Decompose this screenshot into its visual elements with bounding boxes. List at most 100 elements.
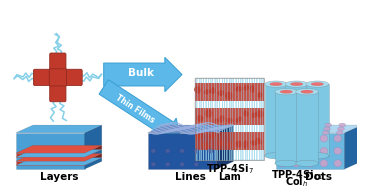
Ellipse shape xyxy=(278,147,286,155)
Polygon shape xyxy=(345,125,362,169)
Ellipse shape xyxy=(310,127,316,131)
Polygon shape xyxy=(16,161,85,165)
Ellipse shape xyxy=(296,127,302,131)
Ellipse shape xyxy=(208,149,213,153)
Polygon shape xyxy=(85,149,102,161)
Text: Dots: Dots xyxy=(305,172,332,182)
Ellipse shape xyxy=(308,131,315,135)
Ellipse shape xyxy=(285,153,308,159)
Text: Lines: Lines xyxy=(175,172,206,182)
Ellipse shape xyxy=(243,140,248,149)
Polygon shape xyxy=(85,153,102,165)
Ellipse shape xyxy=(255,138,262,144)
Bar xyxy=(306,84,329,156)
Ellipse shape xyxy=(265,153,288,159)
Ellipse shape xyxy=(226,118,234,123)
Ellipse shape xyxy=(296,160,318,167)
Ellipse shape xyxy=(306,81,329,87)
Text: Bulk: Bulk xyxy=(128,68,154,78)
Polygon shape xyxy=(16,133,85,153)
Ellipse shape xyxy=(334,147,342,155)
Bar xyxy=(285,84,308,156)
Polygon shape xyxy=(216,125,234,169)
Ellipse shape xyxy=(334,160,342,167)
Ellipse shape xyxy=(202,142,209,149)
FancyBboxPatch shape xyxy=(49,69,66,86)
Ellipse shape xyxy=(218,90,225,96)
Ellipse shape xyxy=(227,142,233,148)
Ellipse shape xyxy=(194,162,199,167)
Ellipse shape xyxy=(338,127,344,131)
Text: TPP-4Si$_{11}$: TPP-4Si$_{11}$ xyxy=(270,168,323,182)
Ellipse shape xyxy=(235,117,242,123)
Ellipse shape xyxy=(311,123,318,127)
Ellipse shape xyxy=(196,115,203,122)
Ellipse shape xyxy=(294,131,301,135)
Ellipse shape xyxy=(306,147,314,155)
Ellipse shape xyxy=(292,160,300,167)
Polygon shape xyxy=(16,153,85,157)
Ellipse shape xyxy=(320,160,328,167)
Bar xyxy=(195,132,264,150)
Polygon shape xyxy=(16,125,102,133)
Ellipse shape xyxy=(339,123,346,127)
Ellipse shape xyxy=(296,89,318,95)
Ellipse shape xyxy=(325,123,331,127)
Polygon shape xyxy=(85,125,102,153)
Ellipse shape xyxy=(297,123,304,127)
Ellipse shape xyxy=(204,109,213,118)
FancyBboxPatch shape xyxy=(34,69,82,85)
Ellipse shape xyxy=(291,82,303,86)
Ellipse shape xyxy=(151,162,156,167)
Polygon shape xyxy=(147,133,216,169)
Ellipse shape xyxy=(270,82,283,86)
Ellipse shape xyxy=(292,135,300,142)
Text: Layers: Layers xyxy=(39,172,78,182)
Ellipse shape xyxy=(214,118,219,124)
Text: Col$_h$: Col$_h$ xyxy=(285,176,308,189)
Text: Lam: Lam xyxy=(218,172,241,182)
Ellipse shape xyxy=(311,82,324,86)
Bar xyxy=(275,92,298,163)
Ellipse shape xyxy=(285,81,308,87)
Polygon shape xyxy=(85,145,102,157)
Polygon shape xyxy=(16,153,102,161)
Bar xyxy=(195,108,264,125)
Ellipse shape xyxy=(251,112,257,118)
Text: Thin Films: Thin Films xyxy=(114,93,156,125)
Bar xyxy=(195,78,264,160)
Ellipse shape xyxy=(243,111,249,117)
Ellipse shape xyxy=(334,135,342,142)
Ellipse shape xyxy=(255,110,264,118)
Bar xyxy=(195,83,264,101)
Bar xyxy=(296,92,318,163)
Ellipse shape xyxy=(250,140,258,146)
Ellipse shape xyxy=(301,90,313,93)
Ellipse shape xyxy=(320,147,328,155)
Ellipse shape xyxy=(292,147,300,155)
Ellipse shape xyxy=(204,89,210,94)
Ellipse shape xyxy=(257,92,263,98)
Ellipse shape xyxy=(250,85,255,93)
Ellipse shape xyxy=(306,153,329,159)
Ellipse shape xyxy=(324,127,330,131)
Ellipse shape xyxy=(275,160,298,167)
Ellipse shape xyxy=(336,131,343,135)
Ellipse shape xyxy=(306,135,314,142)
Text: TPP-4Si$_7$: TPP-4Si$_7$ xyxy=(206,162,254,176)
Polygon shape xyxy=(16,157,85,161)
Polygon shape xyxy=(276,125,362,133)
Bar xyxy=(195,78,264,160)
Ellipse shape xyxy=(278,160,286,167)
FancyArrow shape xyxy=(99,80,180,141)
Bar xyxy=(265,84,288,156)
Polygon shape xyxy=(16,165,85,169)
Ellipse shape xyxy=(320,135,328,142)
Ellipse shape xyxy=(243,85,249,91)
Ellipse shape xyxy=(225,92,233,100)
Ellipse shape xyxy=(218,115,225,123)
Ellipse shape xyxy=(180,162,184,167)
Ellipse shape xyxy=(322,131,329,135)
Ellipse shape xyxy=(151,149,156,153)
FancyBboxPatch shape xyxy=(50,53,66,102)
